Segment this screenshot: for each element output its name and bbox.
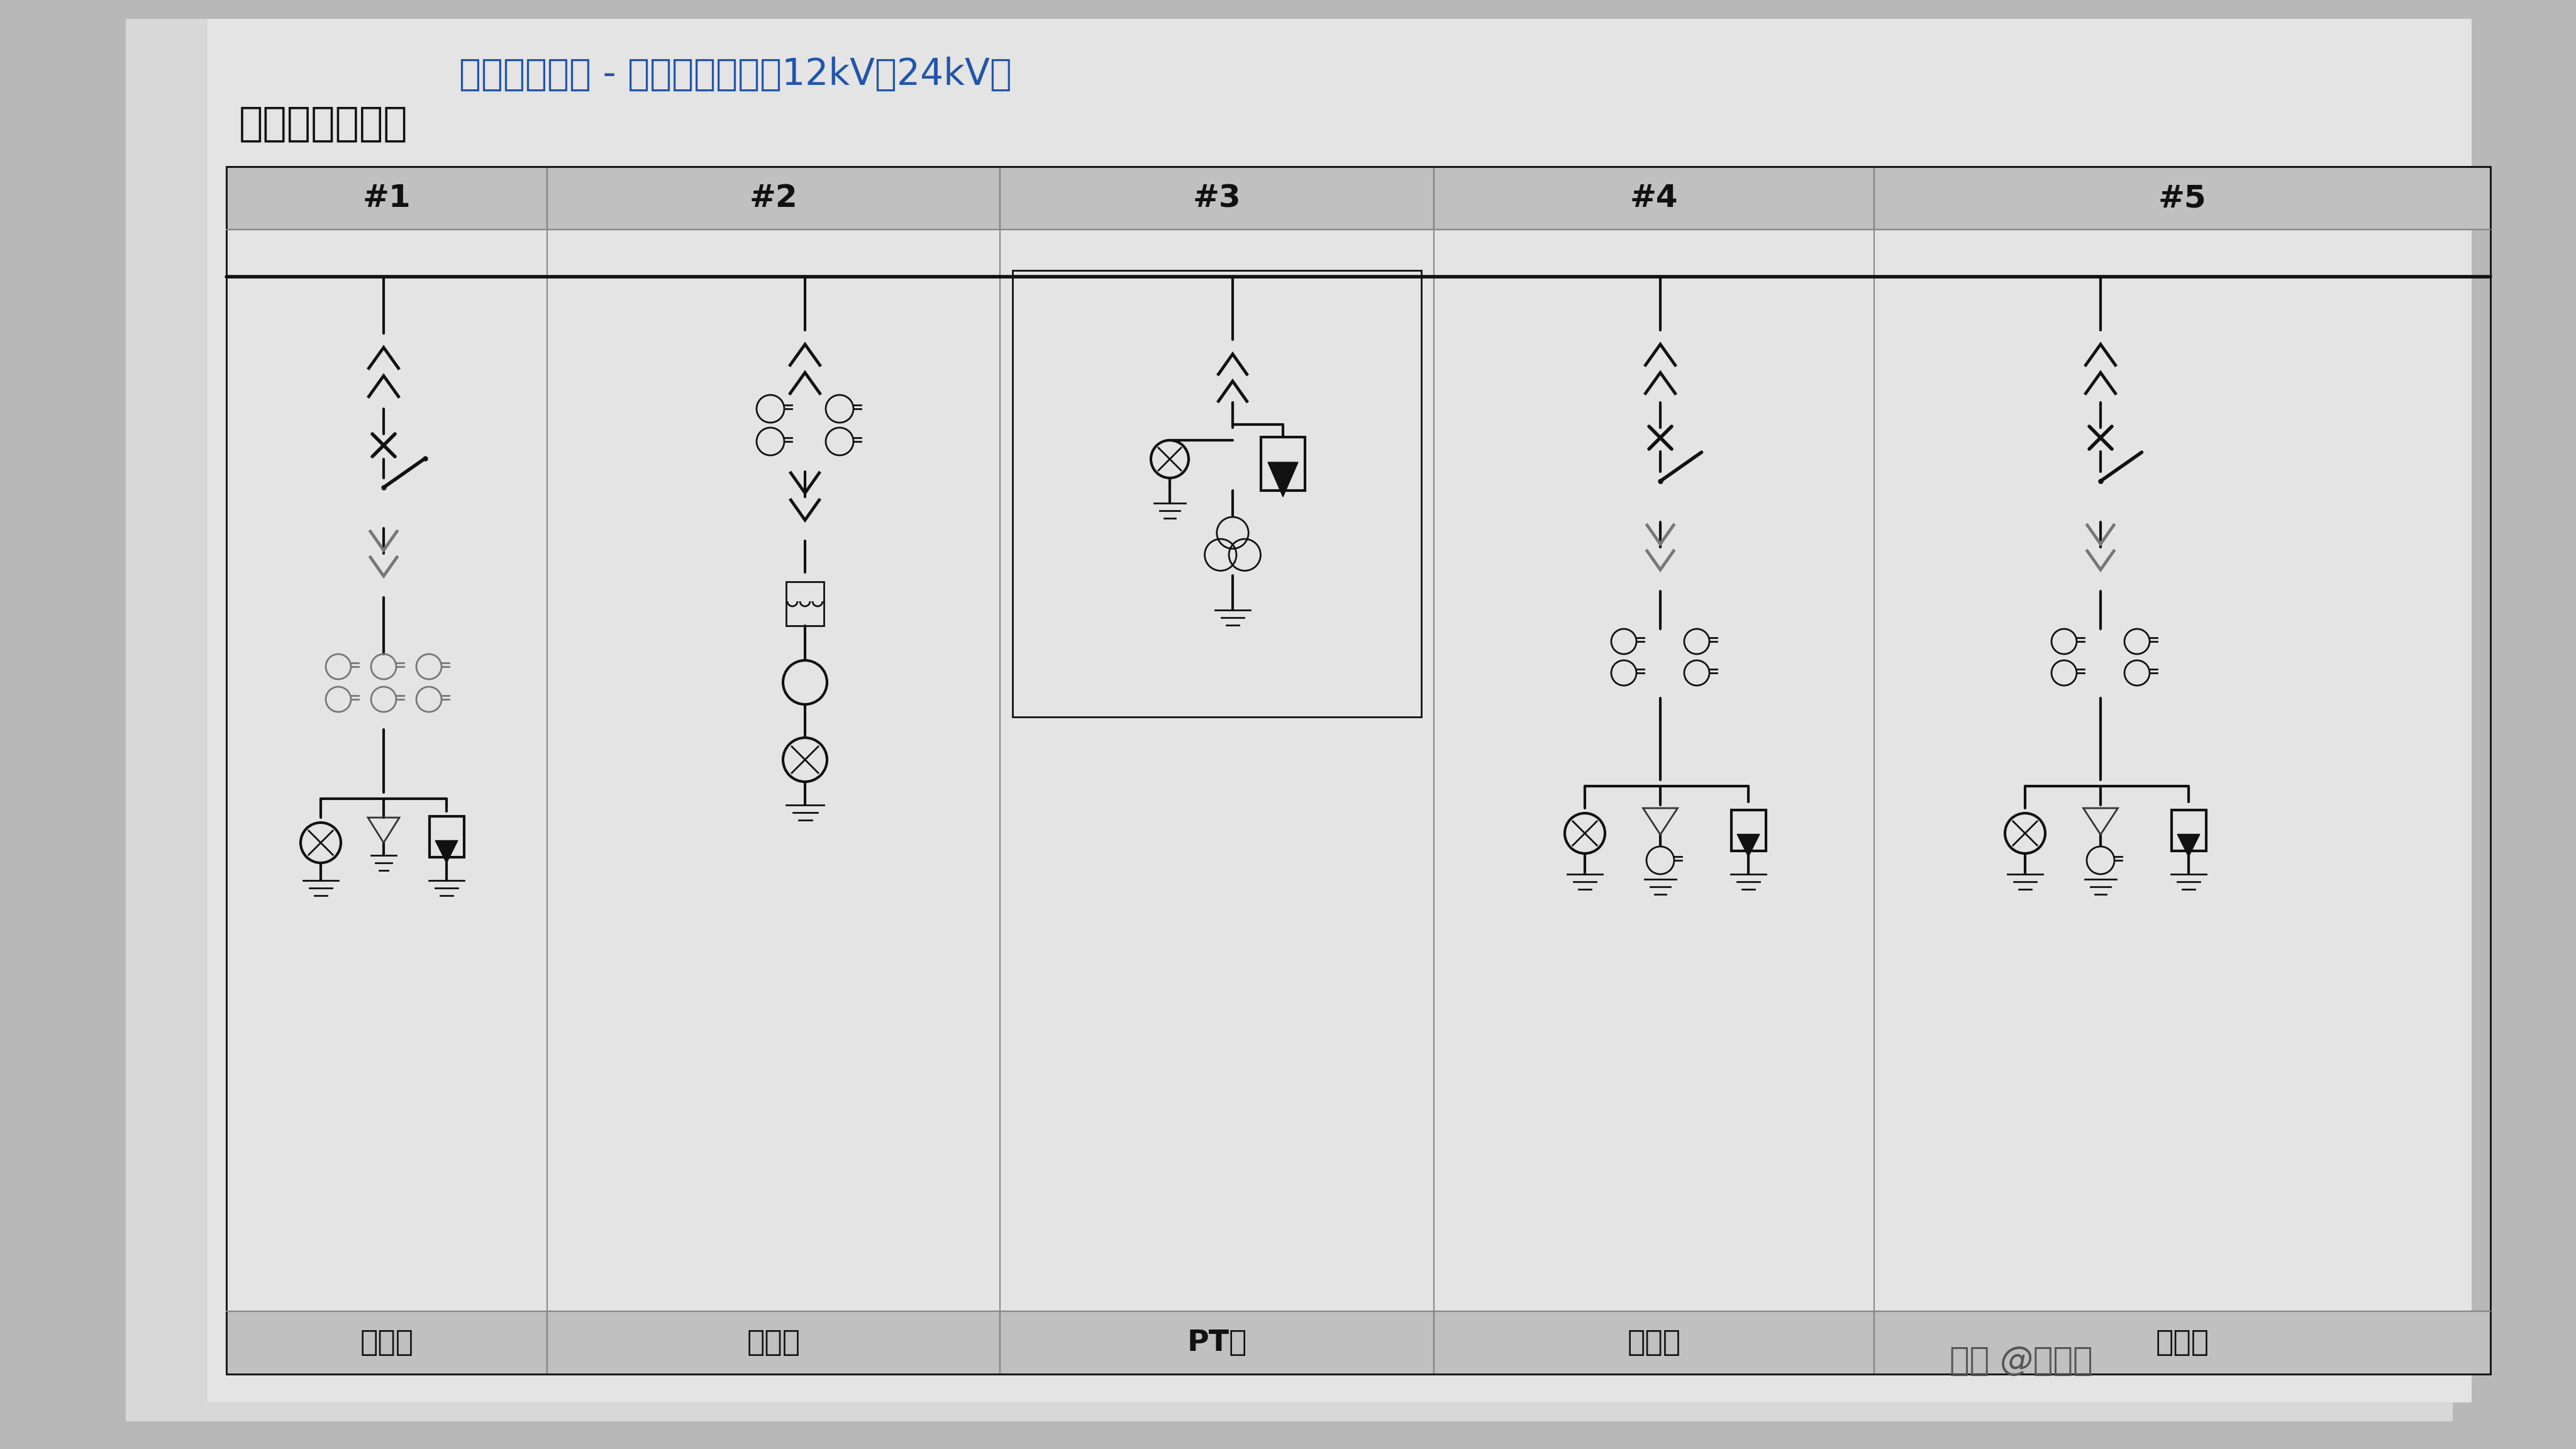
Text: 知乎 @胡江伟: 知乎 @胡江伟 (1950, 1345, 2092, 1378)
Text: #3: #3 (1193, 183, 1242, 213)
Polygon shape (2177, 835, 2200, 856)
Text: 出线柜: 出线柜 (2156, 1329, 2210, 1356)
Text: 出线柜: 出线柜 (1628, 1329, 1680, 1356)
Bar (430, 816, 464, 856)
Bar (786, 581, 824, 626)
Bar (546, 1311, 999, 1374)
Text: #2: #2 (750, 183, 799, 213)
Bar (227, 1311, 546, 1374)
Text: #5: #5 (2159, 183, 2208, 213)
Polygon shape (435, 840, 459, 864)
Text: 中压配电系统 - 真空断路器柜（12kV、24kV）: 中压配电系统 - 真空断路器柜（12kV、24kV） (459, 57, 1012, 93)
Text: #4: #4 (1631, 183, 1677, 213)
Bar (1262, 438, 1306, 491)
Text: 进线柜: 进线柜 (361, 1329, 415, 1356)
Bar (999, 167, 1435, 229)
Text: #1: #1 (363, 183, 412, 213)
Bar (2172, 810, 2205, 851)
Bar (999, 1311, 1435, 1374)
Bar (1012, 271, 1422, 717)
Bar (1731, 810, 1765, 851)
Bar (227, 167, 2491, 1374)
Text: PT柜: PT柜 (1188, 1329, 1247, 1356)
Bar (227, 167, 546, 229)
Bar (209, 19, 2470, 1403)
Bar (1435, 1311, 1875, 1374)
Text: 计量柜: 计量柜 (747, 1329, 801, 1356)
Text: 配电系统示意图: 配电系统示意图 (240, 104, 407, 143)
Bar (1875, 1311, 2491, 1374)
Bar (546, 167, 999, 229)
Polygon shape (1267, 462, 1298, 497)
Bar (1435, 167, 1875, 229)
Polygon shape (1736, 835, 1759, 856)
Bar (1875, 167, 2491, 229)
